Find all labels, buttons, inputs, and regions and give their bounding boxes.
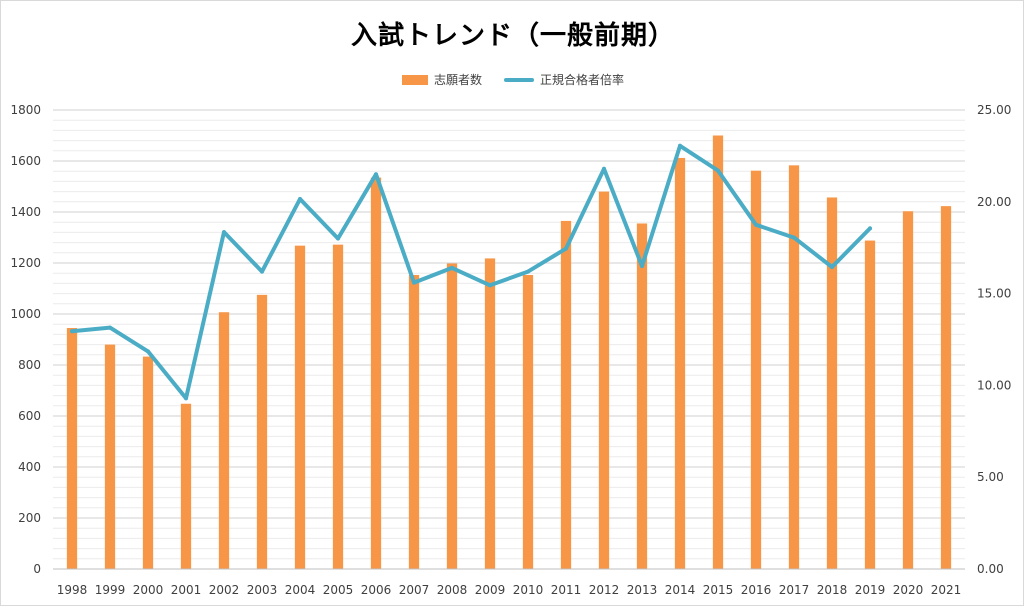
x-tick-label: 2006 <box>361 583 392 597</box>
legend-item-applicants: 志願者数 <box>401 71 482 88</box>
point-pass-ratio <box>336 236 340 241</box>
x-tick-label: 2014 <box>665 583 696 597</box>
x-tick-label: 2004 <box>285 583 316 597</box>
bar-applicants <box>674 157 686 569</box>
bar-applicants <box>332 244 344 569</box>
bar-applicants <box>66 328 78 569</box>
bar-applicants <box>370 177 382 569</box>
y-left-tick-label: 800 <box>18 358 41 372</box>
bar-applicants <box>180 403 192 569</box>
x-tick-label: 2009 <box>475 583 506 597</box>
point-pass-ratio <box>260 269 264 274</box>
point-pass-ratio <box>298 197 302 202</box>
x-tick-label: 2002 <box>209 583 240 597</box>
line-pass-ratio <box>70 143 872 401</box>
point-pass-ratio <box>450 265 454 270</box>
y-left-tick-label: 1800 <box>10 103 41 117</box>
point-pass-ratio <box>412 280 416 285</box>
legend-label-applicants: 志願者数 <box>433 73 482 87</box>
x-tick-label: 2017 <box>779 583 810 597</box>
y-left-tick-label: 0 <box>33 562 41 576</box>
x-tick-label: 2013 <box>627 583 658 597</box>
point-pass-ratio <box>146 349 150 354</box>
bar-applicants <box>256 294 268 569</box>
x-tick-label: 2008 <box>437 583 468 597</box>
y-left-tick-label: 600 <box>18 409 41 423</box>
bar-applicants <box>712 135 724 569</box>
bar-applicants <box>142 356 154 569</box>
x-tick-label: 2012 <box>589 583 620 597</box>
x-tick-label: 1998 <box>57 583 88 597</box>
x-tick-label: 2001 <box>171 583 202 597</box>
y-left-tick-label: 400 <box>18 460 41 474</box>
y-right-tick-label: 10.00 <box>977 378 1011 392</box>
point-pass-ratio <box>374 172 378 177</box>
point-pass-ratio <box>754 222 758 227</box>
x-tick-label: 2005 <box>323 583 354 597</box>
point-pass-ratio <box>716 168 720 173</box>
legend-item-ratio: 正規合格者倍率 <box>504 71 624 88</box>
point-pass-ratio <box>108 325 112 330</box>
y-right-tick-label: 0.00 <box>977 562 1004 576</box>
bar-applicants <box>864 240 876 569</box>
point-pass-ratio <box>830 264 834 269</box>
bar-applicants <box>636 223 648 569</box>
x-tick-label: 2020 <box>893 583 924 597</box>
chart-title: 入試トレンド（一般前期） <box>350 21 675 51</box>
bar-applicants <box>446 263 458 569</box>
y-left-tick-label: 1600 <box>10 154 41 168</box>
x-tick-label: 2015 <box>703 583 734 597</box>
bar-applicants <box>408 274 420 569</box>
y-right-tick-label: 5.00 <box>977 470 1004 484</box>
y-left-tick-label: 200 <box>18 511 41 525</box>
y-left-tick-label: 1000 <box>10 307 41 321</box>
point-pass-ratio <box>70 329 74 334</box>
bar-applicants <box>522 274 534 569</box>
bar-applicants <box>218 312 230 569</box>
point-pass-ratio <box>678 143 682 148</box>
bar-applicants <box>826 197 838 569</box>
x-tick-label: 2018 <box>817 583 848 597</box>
legend-swatch-line <box>504 77 534 82</box>
bar-applicants <box>294 245 306 569</box>
bar-applicants <box>484 258 496 569</box>
point-pass-ratio <box>222 230 226 235</box>
bar-applicants <box>940 206 952 569</box>
point-pass-ratio <box>488 283 492 288</box>
y-left-tick-label: 1400 <box>10 205 41 219</box>
bar-applicants <box>902 211 914 570</box>
point-pass-ratio <box>602 166 606 171</box>
x-tick-label: 1999 <box>95 583 126 597</box>
legend: 志願者数 正規合格者倍率 <box>1 71 1024 88</box>
bar-applicants <box>788 165 800 569</box>
x-tick-label: 2003 <box>247 583 278 597</box>
y-left-tick-label: 1200 <box>10 256 41 270</box>
x-tick-label: 2010 <box>513 583 544 597</box>
x-tick-label: 2007 <box>399 583 430 597</box>
bar-applicants <box>560 220 572 570</box>
point-pass-ratio <box>526 269 530 274</box>
y-right-tick-label: 25.00 <box>977 103 1011 117</box>
legend-swatch-bar <box>401 74 428 85</box>
y-right-tick-label: 15.00 <box>977 287 1011 301</box>
bar-applicants <box>750 170 762 569</box>
point-pass-ratio <box>792 235 796 240</box>
x-tick-label: 2000 <box>133 583 164 597</box>
x-tick-label: 2016 <box>741 583 772 597</box>
point-pass-ratio <box>184 396 188 401</box>
legend-label-ratio: 正規合格者倍率 <box>540 73 625 87</box>
point-pass-ratio <box>868 226 872 231</box>
bar-applicants <box>598 191 610 569</box>
x-tick-label: 2021 <box>931 583 962 597</box>
point-pass-ratio <box>640 264 644 269</box>
y-right-tick-label: 20.00 <box>977 195 1011 209</box>
x-tick-label: 2019 <box>855 583 886 597</box>
bar-applicants <box>104 344 116 569</box>
point-pass-ratio <box>564 246 568 251</box>
x-tick-label: 2011 <box>551 583 582 597</box>
